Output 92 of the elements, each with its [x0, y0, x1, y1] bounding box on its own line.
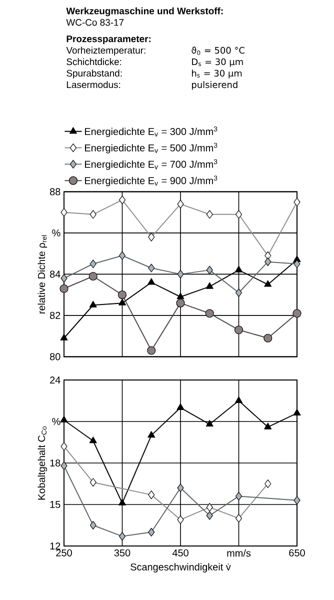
y-axis-title: relative Dichte ρ$_{rel}$: [38, 235, 48, 314]
y-tick-label: 15: [50, 501, 60, 508]
point: [177, 270, 184, 278]
y-axis-title: Kobaltgehalt C$_{Co}$: [38, 426, 48, 500]
y-tick-label: %: [52, 418, 60, 425]
point: [235, 514, 242, 523]
text: Spurabstand:: [66, 70, 122, 78]
point: [177, 515, 184, 524]
point: [90, 210, 96, 219]
y-tick-label: 18: [50, 459, 60, 467]
point: [293, 408, 301, 416]
point: [148, 278, 156, 285]
point: [118, 532, 126, 541]
text: h$_{s}$ = 30 µm: [192, 70, 242, 78]
text: Werkzeugmaschine und Werkstoff:: [66, 7, 223, 16]
point: [205, 309, 214, 318]
point: [234, 266, 242, 272]
legend-label: Energiedichte E$_{v}$ = 500 J/mm$^{3}$: [85, 142, 218, 154]
point: [148, 431, 156, 438]
y-tick-label: 82: [50, 312, 60, 319]
text: Prozessparameter:: [66, 36, 151, 44]
y-tick-label: 80: [50, 353, 60, 360]
point: [118, 290, 127, 300]
point: [60, 274, 68, 283]
point: [148, 528, 155, 536]
point: [206, 210, 213, 219]
point: [234, 326, 244, 334]
text: D$_{s}$ = 30 µm: [192, 58, 243, 67]
point: [118, 298, 126, 306]
point: [118, 196, 126, 204]
text: ϑ$_{0}$ = 500 °C: [192, 46, 244, 55]
y-tick-label: %: [52, 229, 60, 236]
point: [60, 442, 68, 451]
point: [176, 292, 184, 300]
point: [148, 232, 155, 242]
point: [264, 258, 272, 266]
legend-label: Energiedichte E$_{v}$ = 900 J/mm$^{3}$: [85, 176, 218, 186]
point: [206, 420, 214, 427]
point: [60, 416, 68, 422]
point: [264, 334, 272, 342]
text: Lasermodus:: [66, 81, 120, 88]
point: [89, 300, 97, 308]
x-axis-title: Scangeschwindigkeit v̇: [130, 563, 231, 572]
point: [235, 288, 242, 298]
point: [234, 396, 242, 404]
y-tick-label: 88: [50, 188, 60, 196]
point: [177, 200, 184, 208]
y-tick-label: 84: [50, 270, 60, 278]
x-tick-label: 350: [114, 549, 130, 556]
text: Schichtdicke:: [66, 58, 122, 66]
text: pulsierend: [192, 81, 238, 90]
point: [60, 284, 68, 293]
point: [90, 520, 96, 530]
y-tick-label: 12: [50, 542, 60, 550]
point: [88, 272, 98, 281]
point: [206, 511, 213, 520]
point: [118, 251, 126, 260]
x-tick-label: 250: [56, 549, 72, 556]
point: [148, 490, 155, 500]
point: [292, 309, 302, 318]
point: [90, 478, 96, 487]
legend-label: Energiedichte E$_{v}$ = 300 J/mm$^{3}$: [85, 126, 218, 138]
point: [235, 210, 242, 219]
point: [264, 479, 272, 488]
point: [90, 260, 96, 268]
point: [147, 346, 156, 355]
point: [264, 422, 272, 430]
point: [235, 492, 242, 500]
point: [264, 251, 272, 260]
x-tick-label: 450: [172, 549, 188, 556]
point: [60, 334, 68, 340]
x-tick-label: mm/s: [227, 549, 251, 557]
y-tick-label: 24: [50, 376, 60, 384]
point: [118, 498, 126, 506]
point: [148, 264, 155, 272]
x-tick-label: 650: [289, 549, 305, 556]
point: [60, 461, 68, 470]
point: [206, 266, 213, 274]
legend-label: Energiedichte E$_{v}$ = 700 J/mm$^{3}$: [85, 159, 218, 170]
point: [60, 208, 68, 217]
point: [264, 280, 272, 287]
point: [294, 198, 300, 206]
text: Vorheiztemperatur:: [66, 46, 146, 56]
point: [177, 484, 184, 492]
text: WC-Co 83-17: [66, 19, 124, 26]
point: [176, 298, 185, 308]
point: [176, 403, 184, 410]
point: [294, 260, 300, 268]
point: [294, 496, 300, 505]
point: [89, 436, 97, 444]
point: [206, 282, 214, 289]
point: [206, 502, 213, 512]
